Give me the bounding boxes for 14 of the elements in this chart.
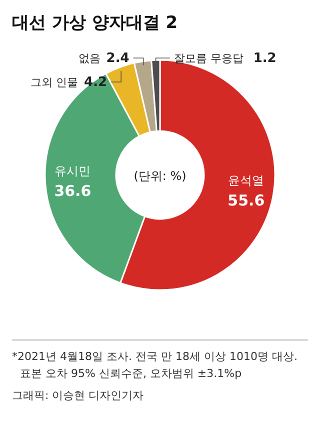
slice-label: 그외 인물 [30, 76, 78, 89]
text: 표본 오차 95% 신뢰수준, 오차범위 ±3.1%p [20, 367, 242, 380]
text: (단위: %) [134, 169, 186, 183]
text: 그래픽: 이승현 디자인기자 [12, 389, 144, 402]
slice-label: 잘모름 무응답 [174, 52, 244, 65]
slice-label: 윤석열 [228, 173, 264, 188]
data-label: 55.6 [228, 191, 265, 210]
data-label: 1.2 [253, 51, 276, 66]
data-label: 2.4 [106, 51, 130, 66]
chart-title: 대선 가상 양자대결 2 [12, 13, 178, 33]
slice-label: 없음 [78, 52, 100, 65]
data-label: 36.6 [54, 182, 92, 200]
text: *2021년 4월18일 조사. 전국 만 18세 이상 1010명 대상. [12, 350, 298, 363]
slice-label: 유시민 [54, 164, 91, 178]
